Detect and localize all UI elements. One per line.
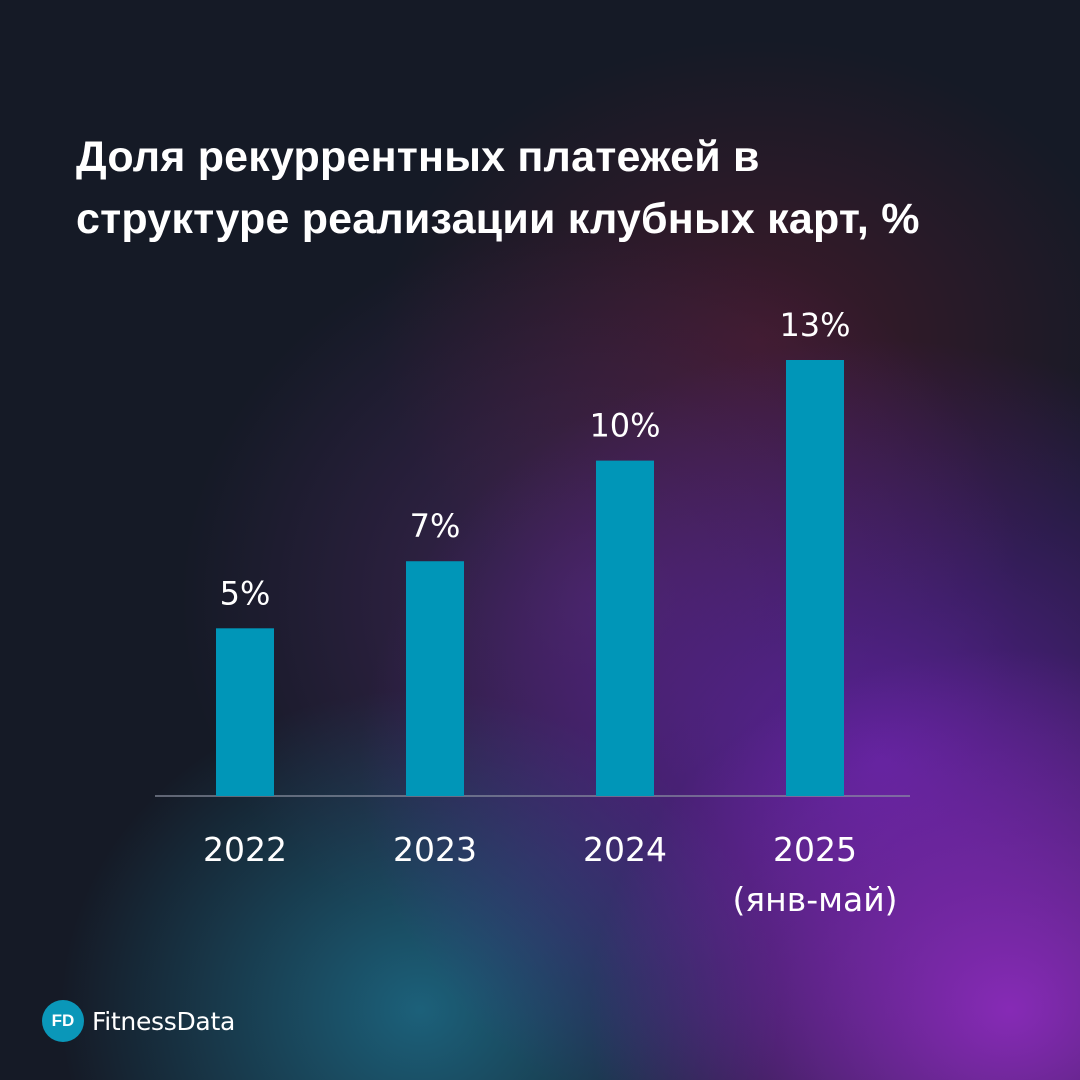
title-line-2: структуре реализации клубных карт, % xyxy=(76,195,920,243)
x-tick-label-3: 2025 xyxy=(773,830,857,869)
x-tick-label-0: 2022 xyxy=(203,830,287,869)
bar-0 xyxy=(216,628,274,796)
data-label-1: 7% xyxy=(410,507,461,545)
bar-2 xyxy=(596,460,654,796)
brand-logo: FD FitnessData xyxy=(42,1000,235,1042)
data-label-2: 10% xyxy=(589,407,660,445)
title-line-1: Доля рекуррентных платежей в xyxy=(76,133,760,181)
x-tick-label-3-line-2: (янв-май) xyxy=(732,880,897,919)
x-tick-label-2: 2024 xyxy=(583,830,667,869)
data-label-3: 13% xyxy=(779,306,850,344)
data-label-0: 5% xyxy=(220,574,271,612)
chart-title: Доля рекуррентных платежей в структуре р… xyxy=(76,126,1036,250)
bar-1 xyxy=(406,561,464,796)
bar-3 xyxy=(786,360,844,796)
brand-name: FitnessData xyxy=(92,1006,235,1036)
fd-logo-icon: FD xyxy=(42,1000,84,1042)
x-tick-label-1: 2023 xyxy=(393,830,477,869)
